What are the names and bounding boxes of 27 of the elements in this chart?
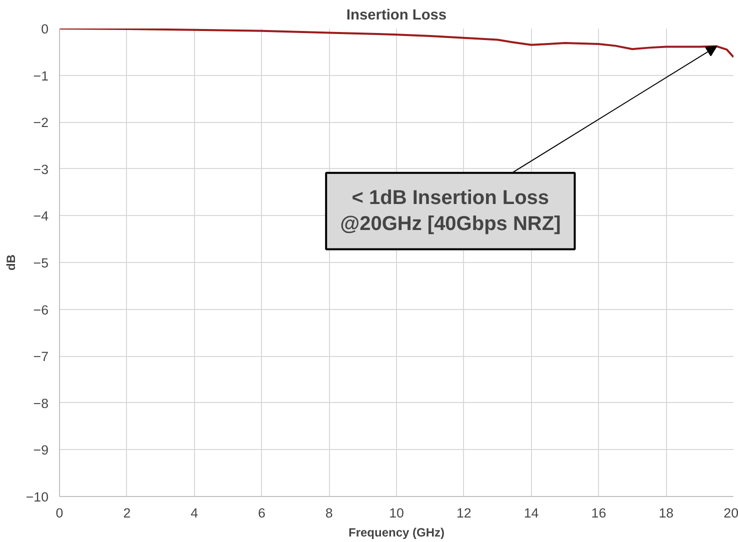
- y-tick-label: −6: [33, 302, 49, 318]
- chart-title: Insertion Loss: [346, 8, 447, 24]
- y-tick-label: −10: [26, 490, 48, 504]
- x-tick-label: 20: [724, 506, 738, 520]
- x-tick-label: 6: [258, 506, 266, 520]
- y-tick-label: −9: [33, 442, 49, 458]
- y-tick-label: 0: [41, 22, 49, 36]
- x-tick-label: 18: [658, 506, 674, 520]
- y-axis-title: dB: [4, 254, 18, 270]
- y-tick-label: −7: [33, 349, 49, 364]
- y-tick-label: −3: [33, 162, 49, 177]
- x-tick-label: 16: [591, 506, 606, 520]
- x-tick-label: 14: [524, 506, 540, 520]
- x-tick-label: 8: [325, 506, 333, 520]
- x-tick-label: 4: [190, 506, 199, 520]
- y-tick-label: −8: [33, 396, 49, 411]
- annotation: < 1dB Insertion Loss @20GHz [40Gbps NRZ]: [340, 186, 561, 236]
- x-tick-label: 2: [123, 506, 131, 520]
- y-tick-label: −2: [33, 115, 49, 130]
- x-tick-label: 0: [56, 506, 64, 520]
- y-tick-label: −1: [33, 68, 49, 84]
- line-series: [60, 28, 734, 58]
- y-tick-label: −4: [33, 208, 50, 224]
- x-axis-title: Frequency (GHz): [348, 526, 445, 540]
- x-tick-label: 10: [389, 506, 404, 520]
- y-tick-label: −5: [33, 256, 49, 270]
- x-tick-label: 12: [456, 506, 472, 520]
